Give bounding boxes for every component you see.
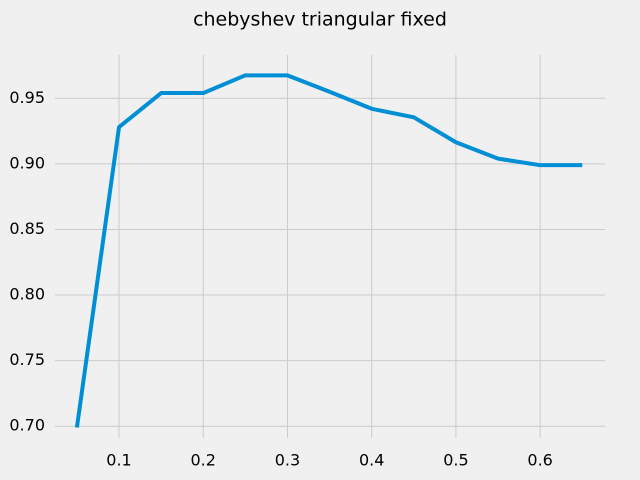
y-tick-label: 0.85 bbox=[9, 219, 45, 238]
x-tick-label: 0.1 bbox=[106, 451, 131, 470]
y-tick-label: 0.95 bbox=[9, 88, 45, 107]
x-tick-label: 0.6 bbox=[527, 451, 552, 470]
y-tick-label: 0.75 bbox=[9, 350, 45, 369]
y-tick-label: 0.70 bbox=[9, 416, 45, 435]
x-tick-label: 0.2 bbox=[191, 451, 216, 470]
x-tick-label: 0.4 bbox=[359, 451, 384, 470]
x-tick-label: 0.5 bbox=[443, 451, 468, 470]
line-series bbox=[74, 73, 583, 428]
chart-title: chebyshev triangular fixed bbox=[193, 9, 447, 31]
x-tick-label: 0.3 bbox=[275, 451, 300, 470]
y-tick-label: 0.80 bbox=[9, 285, 45, 304]
y-tick-label: 0.90 bbox=[9, 153, 45, 172]
